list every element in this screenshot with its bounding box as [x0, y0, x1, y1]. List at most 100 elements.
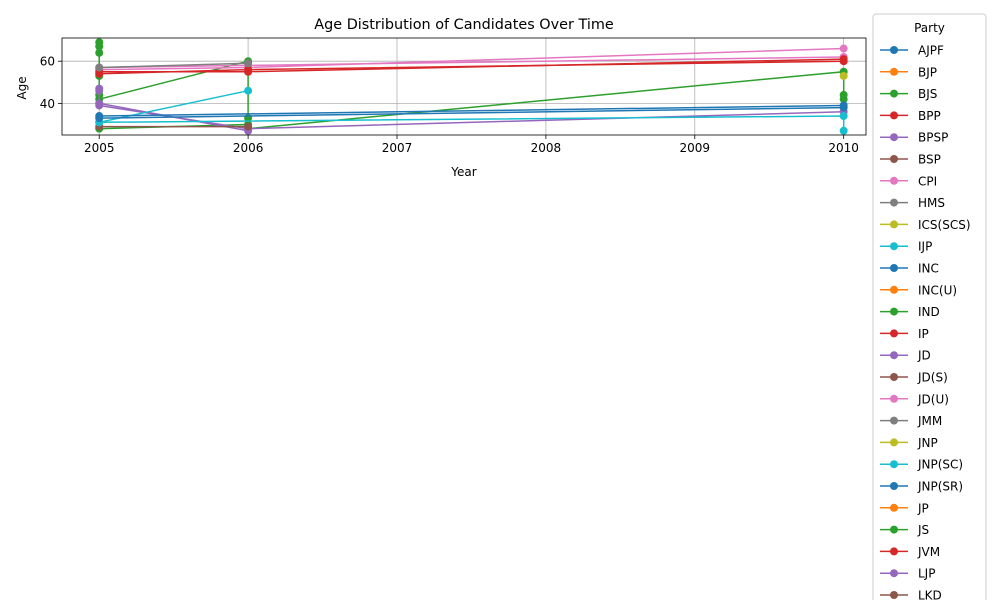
data-point: [839, 44, 848, 53]
legend-item: JNP(SC): [880, 458, 963, 472]
legend-label: ICS(SCS): [918, 218, 971, 232]
legend-item: JD(S): [880, 371, 948, 385]
series-jvm: [95, 57, 848, 78]
data-point: [839, 126, 848, 135]
y-tick-label: 60: [40, 55, 55, 69]
legend-label: INC(U): [918, 283, 957, 297]
legend-label: JD(U): [917, 392, 949, 406]
data-point: [839, 95, 848, 104]
legend-marker: [890, 482, 898, 490]
legend-item: HMS: [880, 196, 945, 210]
legend-item: BJS: [880, 87, 937, 101]
x-tick-label: 2006: [233, 141, 264, 155]
x-tick-label: 2010: [828, 141, 859, 155]
legend-label: JNP: [917, 436, 938, 450]
series-line: [99, 62, 249, 69]
legend-marker: [890, 220, 898, 229]
data-point: [95, 48, 104, 57]
axes-frame: [61, 37, 867, 136]
legend-item: CPI: [880, 174, 937, 188]
data-point: [244, 59, 253, 68]
chart-title: Age Distribution of Candidates Over Time: [314, 17, 614, 33]
data-point: [95, 114, 104, 123]
legend-item: IJP: [880, 240, 932, 254]
legend-item: JS: [880, 523, 929, 537]
legend-marker: [890, 525, 898, 534]
legend-label: LKD: [918, 589, 942, 601]
legend-label: JNP(SR): [917, 480, 963, 494]
legend-marker: [890, 133, 898, 142]
data-point: [839, 103, 848, 112]
series-hms: [95, 59, 253, 72]
series-jnp-sr-: [95, 103, 848, 123]
legend-label: IND: [918, 305, 940, 319]
legend-item: BSP: [880, 153, 941, 167]
legend-marker: [890, 155, 898, 163]
legend-label: BSP: [918, 153, 941, 167]
legend-marker: [890, 242, 898, 251]
legend-item: BPP: [880, 109, 941, 123]
data-point: [95, 63, 104, 72]
x-tick-label: 2008: [531, 141, 562, 155]
legend-item: JP: [880, 501, 929, 515]
data-point: [95, 101, 104, 110]
legend-marker: [890, 373, 898, 381]
legend-marker: [890, 264, 898, 272]
data-point: [244, 86, 253, 95]
legend-marker: [890, 285, 898, 294]
legend-marker: [890, 460, 898, 469]
legend-item: AJPF: [880, 44, 944, 58]
legend-marker: [890, 198, 898, 207]
legend-item: LKD: [880, 589, 942, 603]
legend-item: JD: [880, 349, 931, 363]
legend-marker: [890, 46, 898, 54]
legend-item: IP: [880, 327, 929, 341]
x-tick-label: 2005: [84, 141, 115, 155]
legend-marker: [890, 591, 898, 599]
legend-marker: [890, 503, 898, 512]
legend-marker: [890, 438, 898, 447]
data-point: [95, 42, 104, 51]
legend-label: JD(S): [917, 371, 948, 385]
series-jnp-sc-: [95, 112, 848, 135]
legend-item: ICS(SCS): [880, 218, 971, 232]
legend-label: AJPF: [918, 44, 944, 58]
data-point: [244, 65, 253, 74]
legend-marker: [890, 176, 898, 185]
series-jnp: [839, 71, 848, 80]
legend-label: IP: [918, 327, 929, 341]
data-point: [95, 86, 104, 95]
legend-item: INC: [880, 262, 939, 276]
data-point: [839, 71, 848, 80]
legend-label: CPI: [918, 174, 937, 188]
legend-box: [872, 13, 987, 604]
legend-marker: [890, 307, 898, 316]
legend-label: BPSP: [918, 131, 948, 145]
legend-label: BJP: [918, 65, 937, 79]
legend-label: JMM: [917, 414, 942, 428]
x-tick-label: 2007: [382, 141, 413, 155]
legend-item: INC(U): [880, 283, 957, 297]
data-point: [95, 69, 104, 78]
plot-area: 2005 2006 2007 2008 2009 2010 40 60: [40, 37, 867, 155]
legend-label: INC: [918, 262, 939, 276]
data-point: [839, 112, 848, 121]
x-axis-label: Year: [450, 165, 476, 179]
legend-title: Party: [914, 21, 945, 35]
legend-item: JNP: [880, 436, 938, 450]
legend-label: JS: [917, 523, 929, 537]
x-tick-label: 2009: [680, 141, 711, 155]
series-line: [98, 42, 845, 130]
legend-marker: [890, 569, 898, 578]
legend-label: LJP: [918, 567, 935, 581]
series-bsp: [95, 122, 253, 131]
data-point: [244, 122, 253, 131]
legend-label: IJP: [918, 240, 932, 254]
legend-item: BPSP: [880, 131, 948, 145]
legend: Party AJPF BJP BJS BPP BPSP BSP CPI HMS ICS(SCS) I…: [872, 13, 987, 604]
legend-label: HMS: [918, 196, 945, 210]
legend-item: BJP: [880, 65, 937, 79]
legend-item: LJP: [880, 567, 935, 581]
legend-marker: [890, 351, 898, 360]
